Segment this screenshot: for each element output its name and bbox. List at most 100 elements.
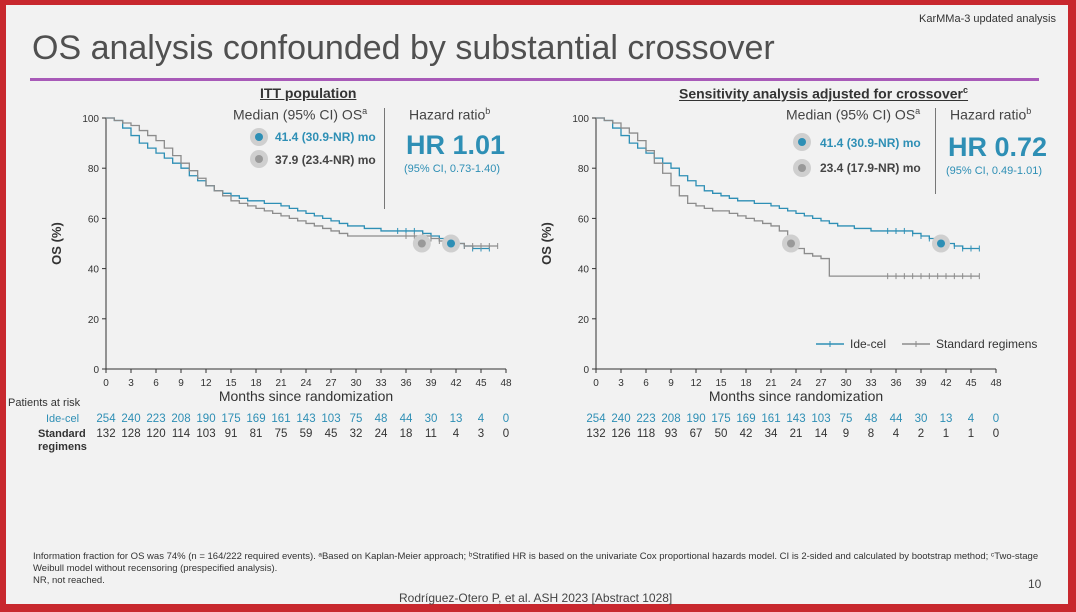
panel-heading-sensitivity: Sensitivity analysis adjusted for crosso… [679,85,969,102]
at-risk-label-std-2: regimens [38,441,87,453]
x-tick-label: 18 [250,378,262,389]
at-risk-count: 118 [637,428,655,440]
at-risk-count: 103 [811,413,830,425]
at-risk-count: 1 [943,428,949,440]
at-risk-count: 4 [893,428,900,440]
at-risk-count: 0 [993,428,999,440]
at-risk-count: 103 [196,428,215,440]
at-risk-count: 0 [503,413,509,425]
at-risk-count: 59 [300,428,313,440]
y-tick-label: 0 [93,365,99,376]
km-curve-ide-cel [106,117,490,250]
page-number: 10 [1028,577,1042,591]
km-curve-standard [106,117,498,247]
x-tick-label: 45 [965,378,977,389]
at-risk-count: 120 [146,428,165,440]
at-risk-count: 44 [400,413,413,425]
at-risk-count: 175 [711,413,730,425]
at-risk-count: 208 [661,413,680,425]
at-risk-count: 2 [918,428,924,440]
at-risk-count: 75 [275,428,288,440]
x-tick-label: 3 [128,378,134,389]
x-axis-label: Months since randomization [709,388,883,404]
median-marker-icon-std [250,150,268,168]
y-tick-label: 100 [572,114,589,125]
x-tick-label: 39 [425,378,437,389]
km-curve-ide-cel [596,117,980,250]
median-marker-icon-std [793,159,811,177]
x-tick-label: 48 [990,378,1002,389]
at-risk-count: 4 [478,413,485,425]
at-risk-count: 161 [271,413,290,425]
x-tick-label: 9 [178,378,184,389]
median-marker-icon-ide [250,128,268,146]
at-risk-count: 13 [450,413,463,425]
median-marker [447,239,455,248]
citation: Rodríguez-Otero P, et al. ASH 2023 [Abst… [399,591,673,605]
at-risk-count: 91 [225,428,238,440]
x-tick-label: 0 [593,378,599,389]
x-tick-label: 42 [450,378,462,389]
at-risk-count: 254 [96,413,116,425]
at-risk-count: 30 [425,413,438,425]
at-risk-count: 42 [740,428,753,440]
x-tick-label: 21 [275,378,287,389]
km-curve-standard [596,117,980,277]
at-risk-label-ide: Ide-cel [46,413,80,425]
x-tick-label: 21 [765,378,777,389]
x-tick-label: 30 [350,378,362,389]
y-tick-label: 80 [88,164,100,175]
at-risk-count: 93 [665,428,678,440]
x-tick-label: 15 [715,378,727,389]
footnote: Information fraction for OS was 74% (n =… [33,551,1039,586]
at-risk-count: 240 [121,413,140,425]
legend-label-standard: Standard regimens [936,337,1037,351]
at-risk-count: 32 [350,428,363,440]
x-tick-label: 24 [300,378,312,389]
page-title: OS analysis confounded by substantial cr… [32,29,775,67]
at-risk-count: 48 [375,413,388,425]
x-tick-label: 30 [840,378,852,389]
at-risk-count: 48 [865,413,878,425]
x-tick-label: 27 [325,378,337,389]
title-divider [30,78,1039,81]
median-std-itt: 37.9 (23.4-NR) mo [275,153,376,167]
y-axis-label: OS (%) [49,222,64,265]
x-tick-label: 6 [643,378,649,389]
hr-value-itt: HR 1.01 [406,130,506,160]
at-risk-count: 21 [790,428,803,440]
x-tick-label: 33 [375,378,387,389]
at-risk-count: 126 [611,428,630,440]
at-risk-count: 190 [196,413,215,425]
at-risk-count: 8 [868,428,874,440]
at-risk-count: 18 [400,428,413,440]
hr-ci-sensitivity: (95% CI, 0.49-1.01) [946,165,1042,177]
at-risk-count: 223 [636,413,655,425]
median-ide-itt: 41.4 (30.9-NR) mo [275,130,376,144]
at-risk-count: 30 [915,413,928,425]
at-risk-count: 13 [940,413,953,425]
x-tick-label: 48 [500,378,512,389]
y-tick-label: 40 [88,265,100,276]
at-risk-count: 9 [843,428,849,440]
median-marker [417,239,426,248]
y-tick-label: 80 [578,164,590,175]
at-risk-count: 132 [96,428,115,440]
x-tick-label: 12 [690,378,702,389]
slide: KarMMa-3 updated analysis OS analysis co… [6,5,1068,605]
at-risk-title: Patients at risk [8,397,81,409]
median-marker [787,239,795,248]
at-risk-count: 143 [296,413,315,425]
at-risk-count: 75 [840,413,853,425]
at-risk-count: 190 [686,413,705,425]
y-tick-label: 0 [583,365,589,376]
at-risk-count: 114 [172,428,191,440]
at-risk-count: 0 [503,428,509,440]
divider [935,108,936,194]
at-risk-count: 143 [786,413,805,425]
y-tick-label: 100 [82,114,99,125]
at-risk-count: 240 [611,413,630,425]
at-risk-count: 45 [325,428,338,440]
median-header-itt: Median (95% CI) OSa [233,106,368,123]
